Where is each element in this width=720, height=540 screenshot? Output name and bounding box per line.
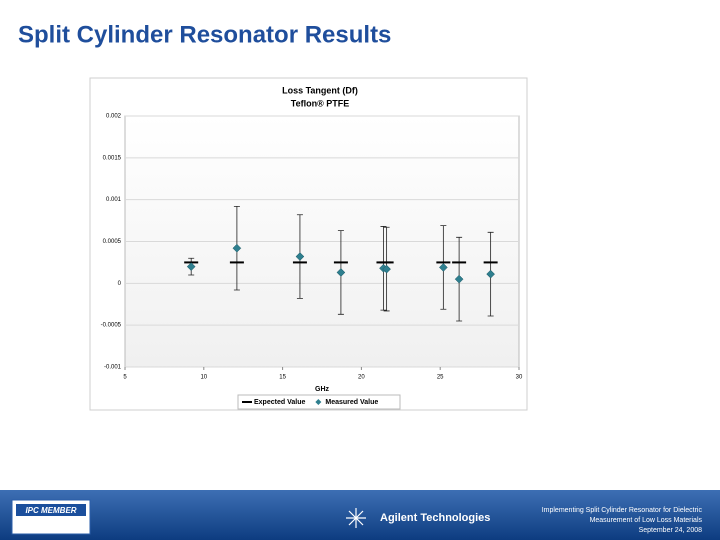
measured-marker <box>454 274 464 284</box>
measured-marker <box>186 262 196 271</box>
y-tick-label: -0.0005 <box>101 323 122 329</box>
measured-marker <box>295 252 305 261</box>
measured-marker <box>382 264 391 274</box>
x-tick-label: 20 <box>358 375 365 381</box>
chart-subtitle: Teflon® PTFE <box>291 98 349 108</box>
x-tick-label: 25 <box>437 375 444 381</box>
footer-line: September 24, 2008 <box>639 527 703 534</box>
measured-marker <box>438 263 448 272</box>
x-tick-label: 5 <box>123 375 127 381</box>
agilent-spark <box>346 508 366 528</box>
legend-swatch <box>315 399 322 405</box>
footer-band <box>0 490 720 540</box>
ipc-badge-text: IPC MEMBER <box>25 506 76 515</box>
measured-marker <box>232 243 242 253</box>
y-tick-label: 0.001 <box>106 197 122 203</box>
x-axis-label: GHz <box>315 386 330 393</box>
measured-marker <box>486 269 495 279</box>
measured-marker <box>336 268 346 277</box>
footer-line: Implementing Split Cylinder Resonator fo… <box>542 507 703 514</box>
footer-line: Measurement of Low Loss Materials <box>590 517 703 524</box>
legend-label: Expected Value <box>254 399 305 406</box>
ipc-badge-bar <box>16 504 86 516</box>
y-tick-label: 0.0005 <box>103 239 122 245</box>
chart-title: Loss Tangent (Df) <box>282 85 358 95</box>
y-tick-label: -0.001 <box>104 365 122 371</box>
y-tick-label: 0.002 <box>106 114 122 120</box>
slide-title: Split Cylinder Resonator Results <box>18 21 391 48</box>
legend-label: Measured Value <box>325 399 378 406</box>
x-tick-label: 15 <box>279 375 286 381</box>
x-tick-label: 30 <box>516 375 523 381</box>
y-tick-label: 0 <box>118 281 122 287</box>
y-tick-label: 0.0015 <box>103 155 122 161</box>
x-tick-label: 10 <box>200 375 207 381</box>
company-name: Agilent Technologies <box>380 512 490 524</box>
